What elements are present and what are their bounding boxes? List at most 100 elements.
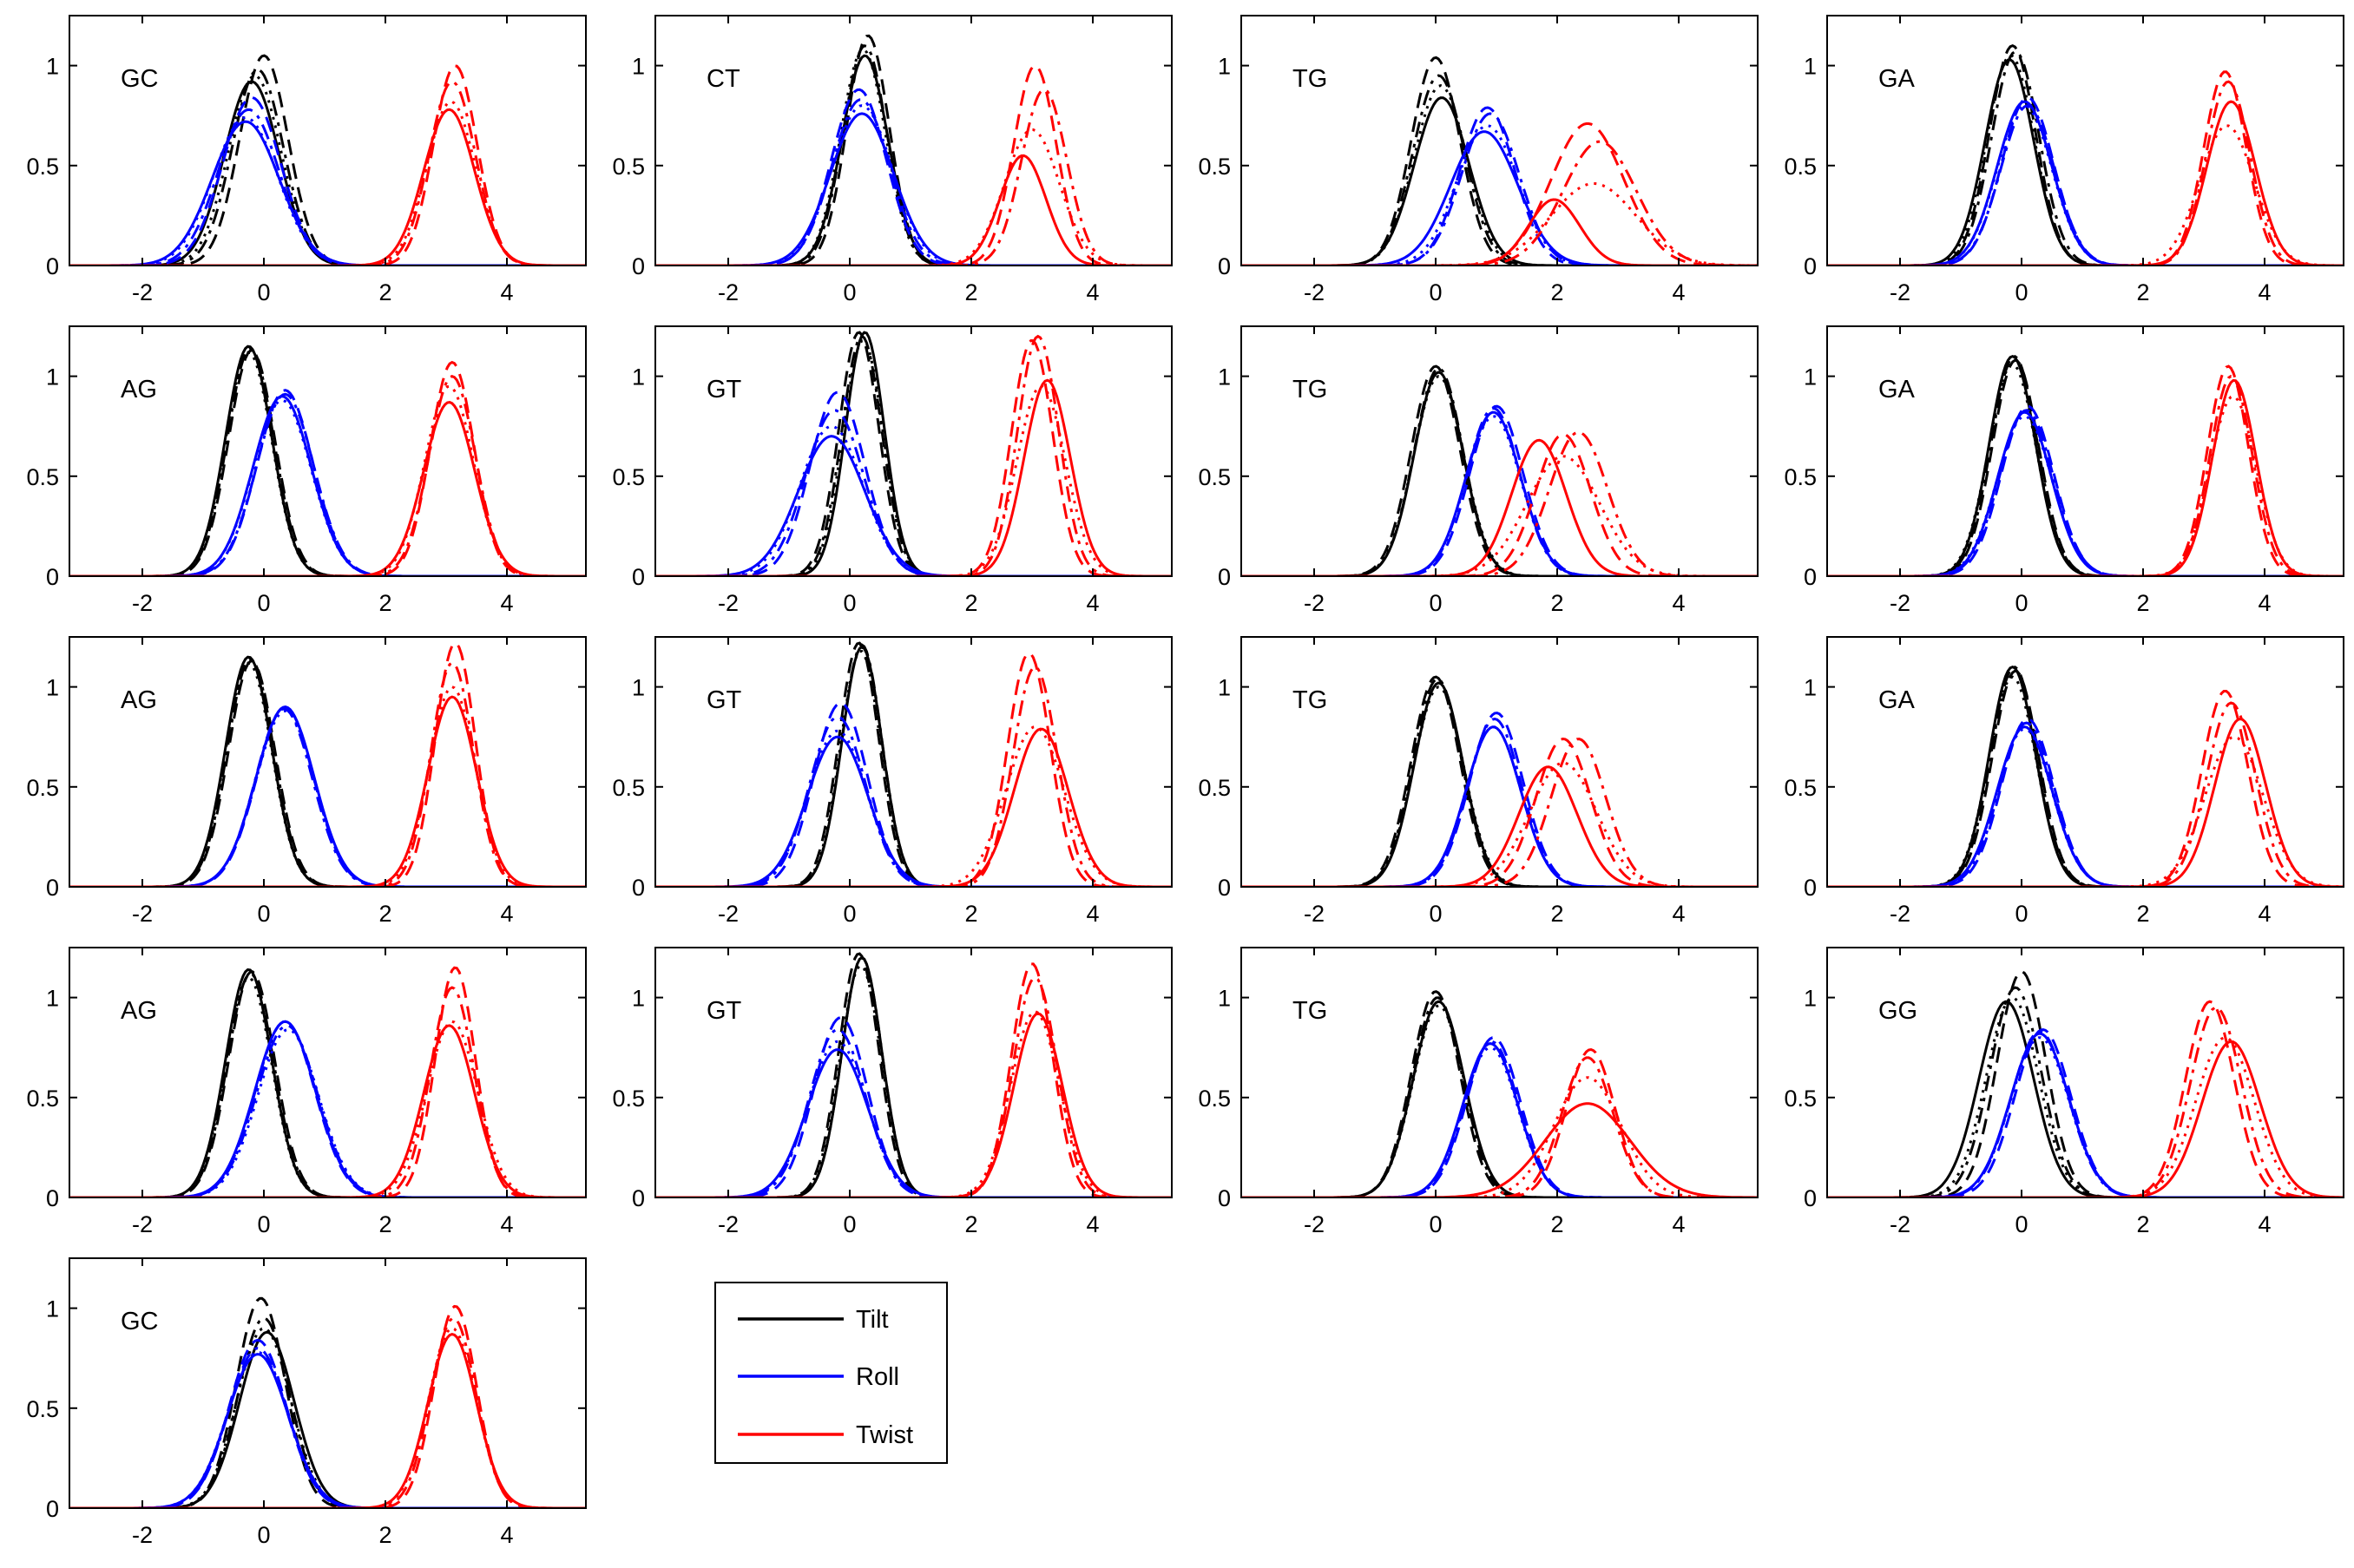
x-tick-label: 0 [843,1211,856,1237]
x-tick-label: 4 [2258,279,2271,305]
series-line-tilt-solid [1241,371,1758,576]
panel-label: TG [1292,65,1327,93]
panel-label: TG [1292,997,1327,1025]
x-tick-label: 4 [1672,901,1685,927]
series-line-tilt-solid [1827,354,2344,576]
series-line-roll-dashed [1827,1027,2344,1197]
y-tick-label: 0.5 [1784,154,1817,180]
series-line-twist-dashdot [69,80,586,266]
y-tick-label: 0.5 [26,464,59,490]
x-tick-label: 4 [500,279,513,305]
series-line-twist-dashdot [1827,1006,2344,1197]
x-tick-label: 4 [500,1211,513,1237]
series-line-roll-dotted [1827,415,2344,576]
x-tick-label: 2 [2136,1211,2149,1237]
panel-label: GG [1878,997,1917,1025]
x-tick-label: 2 [2136,901,2149,927]
x-tick-label: 4 [2258,1211,2271,1237]
x-tick-label: 4 [2258,590,2271,616]
series-line-twist-dashdot [655,88,1172,266]
x-tick-label: -2 [1304,590,1325,616]
series-line-twist-dashed [1241,122,1758,266]
series-line-twist-solid [1241,1102,1758,1197]
x-tick-label: 0 [843,901,856,927]
series-line-twist-solid [1827,378,2344,576]
y-tick-label: 1 [1218,986,1231,1012]
plot-area [1241,16,1758,266]
axes-frame [654,325,1173,577]
legend-entry-tilt: Tilt [738,1306,889,1334]
x-tick-label: 0 [257,279,270,305]
x-tick-label: -2 [718,901,739,927]
axes-frame [1240,325,1759,577]
x-tick-label: 2 [2136,590,2149,616]
series-line-twist-dashdot [1241,140,1758,266]
y-tick-label: 0.5 [26,1396,59,1422]
y-tick-label: 1 [1804,986,1817,1012]
subplot: -2 0 2 4 0 0.5 1 GA [1784,15,2344,305]
x-tick-label: 4 [1086,1211,1099,1237]
series-line-tilt-dashdot [655,44,1172,266]
y-tick-label: 1 [46,675,59,701]
y-tick-label: 1 [1218,364,1231,390]
plot-area [655,948,1172,1197]
x-tick-label: -2 [1890,590,1910,616]
series-line-roll-dashed [69,705,586,887]
series-line-twist-solid [69,401,586,576]
panel-label: GC [121,1308,159,1335]
series-line-twist-dashed [1827,70,2344,266]
series-line-twist-dotted [1827,395,2344,576]
legend-label-twist: Twist [856,1421,913,1449]
plot-area [69,948,586,1197]
series-line-twist-dashdot [1827,80,2344,266]
subplot-grid: -2 0 2 4 0 0.5 1 GC -2 0 2 4 0 0.5 1 CT -2 0 2 4 0 0.5 1 TG -2 0 2… [26,15,2344,1548]
subplot: -2 0 2 4 0 0.5 1 TG [1198,15,1759,305]
series-line-tilt-dashed [69,1296,586,1508]
plot-area [1827,637,2344,887]
series-line-roll-dashdot [1827,721,2344,887]
panel-label: TG [1292,686,1327,714]
x-tick-label: 4 [500,1522,513,1548]
plot-area [69,637,586,887]
series-line-tilt-dashdot [1827,986,2344,1197]
y-tick-label: 1 [1804,364,1817,390]
series-line-roll-dashed [1241,106,1758,266]
y-tick-label: 1 [46,364,59,390]
axes-frame [69,947,587,1198]
y-tick-label: 0 [632,253,645,279]
series-line-roll-solid [1241,130,1758,266]
x-tick-label: -2 [132,1211,153,1237]
x-tick-label: -2 [132,279,153,305]
series-line-twist-dashdot [655,665,1172,887]
subplot: -2 0 2 4 0 0.5 1 AG [26,947,587,1237]
axes-frame [1826,15,2344,266]
series-line-twist-solid [1241,765,1758,887]
y-tick-label: 0 [1804,875,1817,901]
series-line-twist-solid [1241,198,1758,266]
y-tick-label: 0.5 [1198,1086,1231,1112]
series-line-roll-solid [655,435,1172,576]
series-line-twist-solid [655,727,1172,887]
series-line-roll-dashed [1241,404,1758,576]
x-tick-label: -2 [132,901,153,927]
series-line-twist-dashdot [1827,374,2344,576]
series-line-roll-solid [1827,410,2344,576]
axes-frame [654,636,1173,888]
x-tick-label: -2 [1890,279,1910,305]
series-line-roll-dashdot [69,1024,586,1197]
x-tick-label: 0 [1429,901,1442,927]
panel-label: GA [1878,65,1916,93]
panel-label: AG [121,997,157,1025]
plot-area [1827,326,2344,576]
y-tick-label: 1 [46,1296,59,1322]
y-tick-label: 0.5 [1784,775,1817,801]
x-tick-label: 0 [2015,279,2028,305]
series-line-twist-solid [1827,1040,2344,1197]
panel-label: GA [1878,376,1916,403]
y-tick-label: 0 [46,253,59,279]
series-line-roll-dashdot [1241,717,1758,887]
y-tick-label: 0 [46,875,59,901]
x-tick-label: 4 [1672,1211,1685,1237]
series-line-twist-dashdot [655,975,1172,1197]
series-line-tilt-solid [1241,96,1758,266]
